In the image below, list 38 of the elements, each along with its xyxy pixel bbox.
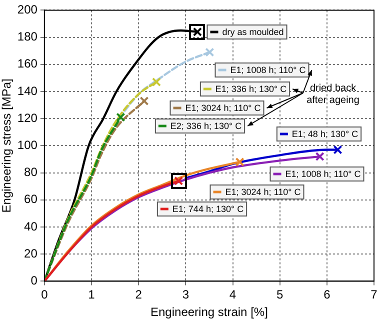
x-tick-label: 1 bbox=[88, 288, 96, 302]
annotation: dried back after ageing bbox=[306, 82, 360, 106]
legend-label: E1; 3024 h; 110° C bbox=[225, 186, 302, 197]
x-tick-label: 7 bbox=[370, 288, 378, 302]
legend-label: E1; 336 h; 130° C bbox=[215, 84, 288, 94]
y-tick-label: 160 bbox=[17, 56, 38, 71]
y-tick-label: 200 bbox=[17, 2, 38, 17]
legend-label: E1; 48 h; 130° C bbox=[292, 128, 359, 139]
x-tick-label: 3 bbox=[182, 288, 190, 302]
y-tick-label: 100 bbox=[17, 138, 38, 152]
y-tick-label: 0 bbox=[30, 274, 38, 288]
point bbox=[140, 96, 149, 106]
x-axis-title: Engineering strain [%] bbox=[150, 305, 268, 320]
point bbox=[333, 145, 342, 154]
x-tick-label: 6 bbox=[324, 288, 331, 302]
y-tick-label: 140 bbox=[17, 84, 38, 98]
y-axis-title: Engineering stress [MPa] bbox=[0, 78, 14, 213]
y-tick-label: 80 bbox=[24, 165, 38, 180]
y-tick-label: 20 bbox=[24, 246, 38, 260]
point bbox=[152, 77, 162, 87]
x-tick-label: 4 bbox=[229, 288, 236, 302]
legend-label: dry as moulded bbox=[222, 26, 284, 37]
y-tick-label: 180 bbox=[17, 30, 38, 44]
legend-label: E2; 336 h; 130° C bbox=[170, 120, 242, 131]
x-tick-label: 2 bbox=[135, 288, 142, 302]
legend-label: E1; 1008 h; 110° C bbox=[285, 168, 362, 179]
legend-label: E1; 744 h; 130° C bbox=[172, 204, 244, 214]
point bbox=[116, 112, 126, 122]
point bbox=[235, 157, 244, 166]
x-tick-label: 0 bbox=[41, 288, 48, 302]
y-tick-label: 60 bbox=[24, 192, 38, 206]
y-tick-label: 120 bbox=[17, 110, 38, 125]
point bbox=[205, 48, 214, 57]
y-tick-label: 40 bbox=[24, 219, 38, 234]
legend-label: E1; 3024 h; 110° C bbox=[185, 102, 262, 113]
legend-label: E1; 1008 h; 110° C bbox=[230, 64, 306, 75]
point bbox=[315, 152, 324, 162]
x-tick-label: 5 bbox=[276, 288, 284, 302]
